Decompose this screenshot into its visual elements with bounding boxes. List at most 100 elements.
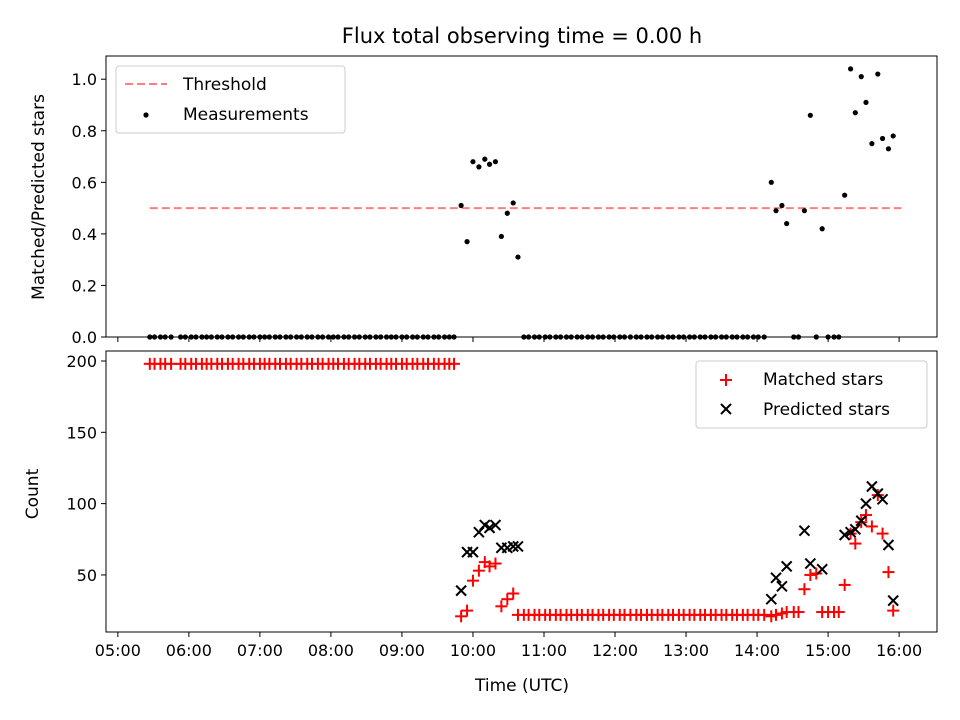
matched-star-point	[876, 527, 889, 540]
measurement-point	[492, 159, 499, 165]
matched-star-point	[859, 509, 872, 522]
matched-star-point	[838, 578, 851, 591]
matched-star-point	[483, 560, 496, 573]
bottom-legend-box	[695, 360, 928, 429]
top-y-tick-label: 0.8	[72, 122, 97, 141]
matched-star-point	[770, 608, 783, 621]
x-tick-label: 06:00	[166, 641, 212, 660]
predicted-star-point	[838, 529, 851, 541]
measurement-point	[510, 200, 516, 206]
x-axis-label: Time (UTC)	[474, 676, 569, 696]
predicted-star-point	[512, 540, 524, 553]
measurement-point	[842, 192, 848, 198]
matched-star-point	[849, 537, 862, 550]
top-axes-frame	[105, 55, 938, 338]
measurement-point	[768, 179, 774, 185]
measurement-point	[498, 233, 504, 240]
predicted-star-point	[489, 519, 502, 531]
matched-star-point	[501, 593, 514, 606]
matched-star-point	[466, 574, 479, 587]
chart-title: Flux total observing time = 0.00 h	[342, 24, 702, 48]
predicted-star-point	[776, 580, 788, 593]
measurement-point	[482, 156, 488, 162]
matched-star-point	[865, 520, 878, 533]
top-panel: 0.0 0.2 0.4 0.6 0.8 1.0 Matched/Predicted sta…	[29, 55, 938, 347]
top-legend-box	[115, 65, 346, 134]
predicted-star-point	[798, 525, 811, 537]
measurement-point	[504, 210, 510, 216]
bottom-plot-marks	[143, 357, 900, 623]
bottom-x-ticks: 05:00 06:00 07:00 08:00 09:00 10:00 11:00 12:00…	[95, 632, 922, 660]
legend-measurements-swatch	[143, 112, 149, 118]
bottom-legend: Matched stars Predicted stars	[695, 360, 928, 429]
measurement-point	[464, 239, 470, 245]
x-tick-label: 07:00	[237, 641, 283, 660]
top-legend: Threshold Measurements	[115, 65, 346, 134]
x-tick-label: 14:00	[734, 641, 780, 660]
predicted-star-point	[770, 572, 782, 584]
x-tick-label: 09:00	[379, 641, 425, 660]
matched-star-point	[832, 606, 845, 619]
matched-star-point	[489, 557, 502, 570]
top-y-axis-label: Matched/Predicted stars	[29, 94, 49, 300]
measurement-point	[885, 146, 892, 152]
predicted-star-point	[804, 557, 817, 570]
predicted-star-point	[855, 515, 867, 527]
bottom-y-tick-label: 200	[66, 352, 97, 371]
matched-star-point	[495, 600, 508, 613]
predicted-star-point	[860, 497, 872, 510]
x-tick-label: 15:00	[805, 641, 851, 660]
matched-star-point	[887, 604, 900, 617]
predicted-star-point	[780, 560, 793, 573]
top-x-ticks	[117, 337, 900, 342]
predicted-star-point	[467, 546, 479, 558]
top-y-tick-label: 1.0	[72, 70, 97, 89]
x-tick-label: 13:00	[663, 641, 709, 660]
bottom-y-tick-label: 50	[77, 566, 97, 585]
measurement-point	[847, 66, 854, 72]
measurement-point	[875, 71, 881, 77]
bottom-panel: 50 100 150 200 05:00 06:00 07:00 08:00 09:00 10:…	[23, 350, 938, 696]
top-y-tick-label: 0.2	[72, 276, 97, 295]
legend-predicted-swatch	[720, 403, 732, 415]
x-tick-label: 05:00	[95, 641, 141, 660]
x-tick-label: 16:00	[876, 641, 922, 660]
measurement-point	[486, 161, 493, 167]
measurement-point	[476, 164, 482, 170]
measurement-point	[890, 133, 896, 139]
legend-matched-swatch	[720, 374, 732, 386]
x-tick-label: 12:00	[592, 641, 638, 660]
measurement-point	[779, 202, 785, 209]
matched-star-point	[804, 568, 817, 581]
legend-predicted-label: Predicted stars	[763, 400, 890, 420]
matched-star-point	[798, 583, 811, 596]
measurement-point	[863, 99, 869, 106]
measurement-point	[852, 110, 858, 116]
predicted-star-point	[507, 540, 519, 553]
measurement-point	[807, 112, 813, 118]
measurement-point	[784, 220, 790, 227]
top-y-tick-label: 0.0	[72, 328, 97, 347]
predicted-star-point	[876, 493, 889, 506]
legend-measurements-label: Measurements	[183, 105, 309, 125]
bottom-y-tick-label: 100	[66, 495, 97, 514]
predicted-star-point	[455, 584, 467, 597]
predicted-star-point	[816, 563, 828, 575]
matched-star-point	[455, 610, 468, 623]
measurement-point	[515, 254, 521, 260]
matched-star-point	[472, 564, 485, 577]
top-y-tick-label: 0.6	[72, 173, 97, 192]
matched-star-point	[810, 567, 823, 580]
bottom-y-tick-label: 150	[66, 423, 97, 442]
measurement-point	[869, 141, 875, 147]
predicted-star-point	[887, 594, 899, 607]
bottom-y-axis-label: Count	[23, 468, 43, 519]
measurement-point	[801, 208, 808, 214]
bottom-y-ticks: 50 100 150 200	[66, 352, 106, 585]
measurement-point	[858, 74, 864, 80]
predicted-star-point	[765, 593, 777, 605]
legend-threshold-label: Threshold	[182, 75, 267, 95]
top-y-tick-label: 0.4	[72, 225, 97, 244]
matched-star-point	[855, 516, 868, 529]
